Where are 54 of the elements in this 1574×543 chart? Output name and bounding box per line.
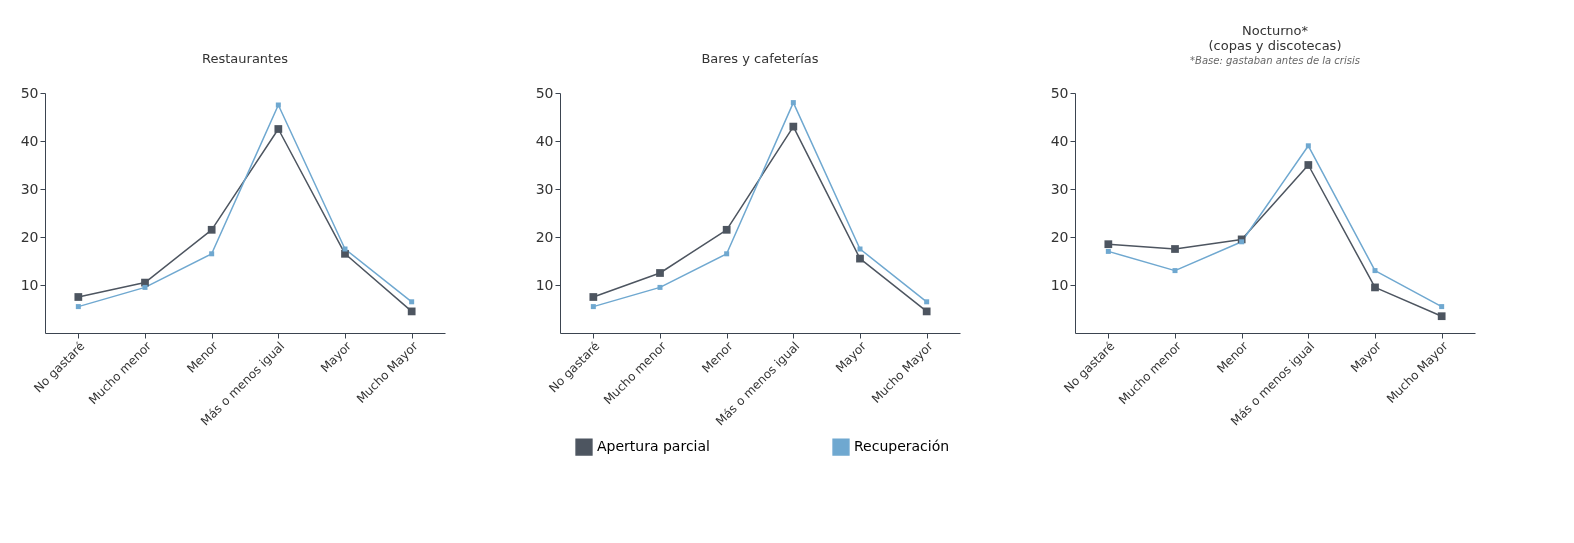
point [922,307,931,316]
point [1105,248,1111,254]
y-tick-label: 50 [535,84,554,101]
y-tick-label: 20 [20,228,39,245]
y-tick-label: 30 [20,180,39,197]
y-tick-label: 50 [20,84,39,101]
y-tick-label: 40 [20,132,39,149]
point [1171,245,1179,253]
chart-title: Bares y cafeterías [701,51,819,66]
point [589,293,598,301]
point [790,100,796,106]
point [1371,283,1379,292]
point [657,284,663,290]
point [1305,143,1311,149]
chart-title: Restaurantes [202,51,289,66]
point [789,122,798,131]
y-tick-label: 30 [1050,180,1069,197]
legend-label: Recuperación [854,438,950,455]
point [207,225,216,234]
y-tick-label: 10 [20,276,39,293]
point [142,284,148,290]
point [409,299,415,305]
point [722,225,731,234]
point [1304,161,1313,169]
legend-label: Apertura parcial [597,438,710,455]
point [1439,304,1445,310]
point [1239,239,1245,245]
point [856,254,864,263]
chart-subtitle: *Base: gastaban antes de la crisis [1190,55,1360,66]
point [342,246,348,252]
point [724,251,730,257]
y-tick-label: 10 [535,276,554,293]
y-tick-label: 10 [1050,276,1069,293]
point [407,307,416,316]
point [1172,268,1178,274]
y-tick-label: 50 [1050,84,1069,101]
point [1437,312,1446,321]
point [590,304,596,310]
point [75,304,81,310]
chart-title: Nocturno* (copas y discotecas) [1208,23,1342,53]
point [924,299,930,305]
y-tick-label: 40 [1050,132,1069,149]
y-tick-label: 40 [535,132,554,149]
point [275,102,281,108]
point [274,125,283,133]
y-tick-label: 20 [1050,228,1069,245]
point [1372,268,1378,274]
point [1104,240,1113,249]
point [209,251,215,257]
point [857,246,863,252]
y-tick-label: 20 [535,228,554,245]
point [74,293,83,301]
point [656,269,664,277]
y-tick-label: 30 [535,180,554,197]
